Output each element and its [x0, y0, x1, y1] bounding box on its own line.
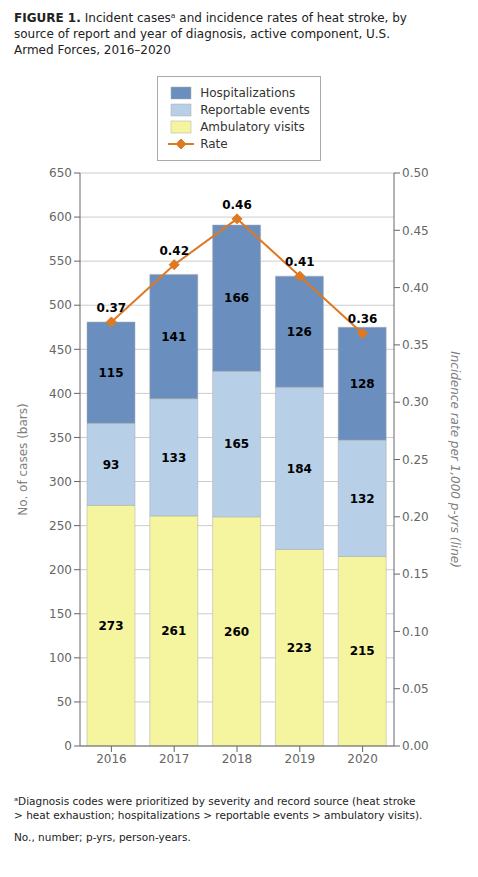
- svg-text:184: 184: [287, 462, 312, 476]
- svg-text:450: 450: [49, 343, 72, 357]
- svg-text:600: 600: [49, 210, 72, 224]
- svg-text:0.20: 0.20: [402, 510, 429, 524]
- svg-text:165: 165: [224, 437, 249, 451]
- svg-text:500: 500: [49, 298, 72, 312]
- svg-text:273: 273: [98, 619, 123, 633]
- svg-text:0.05: 0.05: [402, 682, 429, 696]
- svg-text:0: 0: [64, 739, 72, 753]
- svg-text:132: 132: [350, 492, 375, 506]
- svg-text:No. of cases (bars): No. of cases (bars): [16, 403, 30, 515]
- svg-text:0.46: 0.46: [222, 198, 252, 212]
- svg-text:128: 128: [350, 377, 375, 391]
- svg-text:550: 550: [49, 254, 72, 268]
- svg-text:350: 350: [49, 431, 72, 445]
- html-text:Hospitalizations: Hospitalizations: [200, 86, 296, 100]
- svg-text:0.36: 0.36: [348, 312, 378, 326]
- svg-text:0.15: 0.15: [402, 567, 429, 581]
- svg-text:0.37: 0.37: [97, 301, 127, 315]
- svg-text:260: 260: [224, 625, 249, 639]
- html-text:ᵃDiagnosis codes were prioriti: ᵃDiagnosis codes were prioritized by sev…: [14, 795, 423, 821]
- svg-text:0.42: 0.42: [159, 244, 189, 258]
- svg-text:0.00: 0.00: [402, 739, 429, 753]
- svg-text:0.40: 0.40: [402, 281, 429, 295]
- html-text:FIGURE 1. Incident casesᵃ and: FIGURE 1. Incident casesᵃ and incidence …: [14, 11, 407, 57]
- svg-text:0.50: 0.50: [402, 166, 429, 180]
- svg-text:650: 650: [49, 166, 72, 180]
- svg-text:200: 200: [49, 563, 72, 577]
- svg-text:50: 50: [57, 695, 72, 709]
- svg-text:93: 93: [103, 458, 120, 472]
- svg-text:0.25: 0.25: [402, 453, 429, 467]
- svg-text:2020: 2020: [347, 752, 378, 766]
- svg-text:250: 250: [49, 519, 72, 533]
- svg-text:115: 115: [98, 366, 123, 380]
- html-text:No., number; p-yrs, person-yea: No., number; p-yrs, person-years.: [14, 831, 191, 843]
- svg-text:300: 300: [49, 475, 72, 489]
- svg-text:166: 166: [224, 291, 249, 305]
- svg-text:261: 261: [161, 624, 186, 638]
- svg-text:100: 100: [49, 651, 72, 665]
- svg-text:133: 133: [161, 451, 186, 465]
- svg-text:223: 223: [287, 641, 312, 655]
- svg-text:2018: 2018: [222, 752, 253, 766]
- html-text:Ambulatory visits: Ambulatory visits: [200, 120, 305, 134]
- svg-text:0.45: 0.45: [402, 224, 429, 238]
- svg-text:0.41: 0.41: [285, 255, 315, 269]
- svg-text:141: 141: [161, 330, 186, 344]
- svg-text:2017: 2017: [159, 752, 190, 766]
- svg-text:0.30: 0.30: [402, 395, 429, 409]
- html-text:Rate: Rate: [200, 137, 228, 151]
- svg-text:2016: 2016: [96, 752, 127, 766]
- svg-text:2019: 2019: [285, 752, 316, 766]
- svg-text:150: 150: [49, 607, 72, 621]
- svg-text:126: 126: [287, 325, 312, 339]
- svg-text:215: 215: [350, 644, 375, 658]
- svg-text:Incidence rate per 1,000 p-yrs: Incidence rate per 1,000 p-yrs (line): [448, 351, 462, 568]
- html-text:Reportable events: Reportable events: [200, 103, 310, 117]
- svg-text:0.10: 0.10: [402, 625, 429, 639]
- svg-text:400: 400: [49, 387, 72, 401]
- svg-text:0.35: 0.35: [402, 338, 429, 352]
